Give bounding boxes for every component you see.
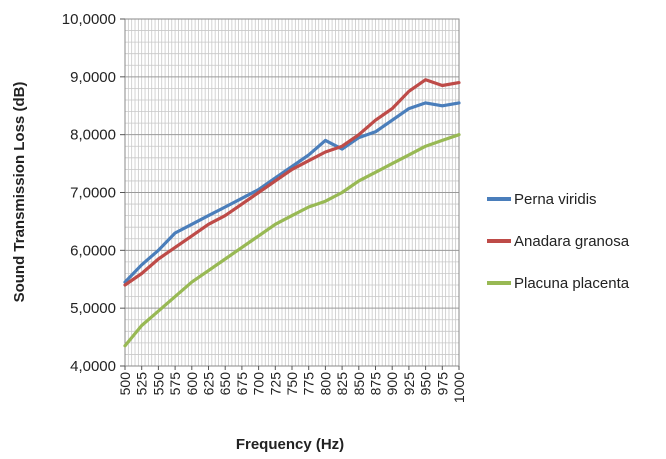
x-tick-label: 750 bbox=[284, 372, 300, 396]
x-tick-label: 800 bbox=[317, 372, 333, 396]
x-tick-label: 875 bbox=[368, 372, 384, 396]
y-tick-label: 5,0000 bbox=[70, 300, 116, 317]
y-tick-label: 9,0000 bbox=[70, 69, 116, 86]
y-axis-title: Sound Transmission Loss (dB) bbox=[11, 82, 28, 303]
x-tick-label: 650 bbox=[217, 372, 233, 396]
y-axis-ticks: 4,0000 5,0000 6,0000 7,0000 8,0000 9,0000 10,0… bbox=[62, 11, 125, 375]
legend-label: Perna viridis bbox=[514, 191, 597, 208]
x-tick-label: 975 bbox=[434, 372, 450, 396]
x-tick-label: 925 bbox=[401, 372, 417, 396]
x-tick-label: 1000 bbox=[451, 372, 467, 403]
x-axis-title: Frequency (Hz) bbox=[236, 436, 344, 453]
x-tick-label: 525 bbox=[134, 372, 150, 396]
x-tick-label: 825 bbox=[334, 372, 350, 396]
series-lines bbox=[123, 78, 461, 348]
x-tick-label: 550 bbox=[150, 372, 166, 396]
legend-label: Placuna placenta bbox=[514, 275, 630, 292]
x-axis-ticks: 500 525 550 575 600 625 650 675 700 725 750 775 800 8… bbox=[117, 366, 467, 403]
x-tick-label: 950 bbox=[418, 372, 434, 396]
x-tick-label: 600 bbox=[184, 372, 200, 396]
y-tick-label: 8,0000 bbox=[70, 127, 116, 144]
x-tick-label: 725 bbox=[267, 372, 283, 396]
legend: Perna viridis Anadara granosa Placuna plac… bbox=[487, 191, 630, 292]
grid bbox=[124, 18, 460, 367]
series-line-3 bbox=[123, 133, 461, 348]
x-tick-label: 850 bbox=[351, 372, 367, 396]
y-tick-label: 4,0000 bbox=[70, 358, 116, 375]
x-tick-label: 775 bbox=[301, 372, 317, 396]
x-tick-label: 675 bbox=[234, 372, 250, 396]
series-line-2 bbox=[123, 78, 461, 287]
y-tick-label: 6,0000 bbox=[70, 242, 116, 259]
y-tick-label: 10,0000 bbox=[62, 11, 116, 28]
x-tick-label: 700 bbox=[251, 372, 267, 396]
x-tick-label: 575 bbox=[167, 372, 183, 396]
x-tick-label: 900 bbox=[384, 372, 400, 396]
legend-label: Anadara granosa bbox=[514, 233, 630, 250]
x-tick-label: 625 bbox=[201, 372, 217, 396]
y-tick-label: 7,0000 bbox=[70, 185, 116, 202]
series-line-1 bbox=[123, 101, 461, 284]
x-tick-label: 500 bbox=[117, 372, 133, 396]
